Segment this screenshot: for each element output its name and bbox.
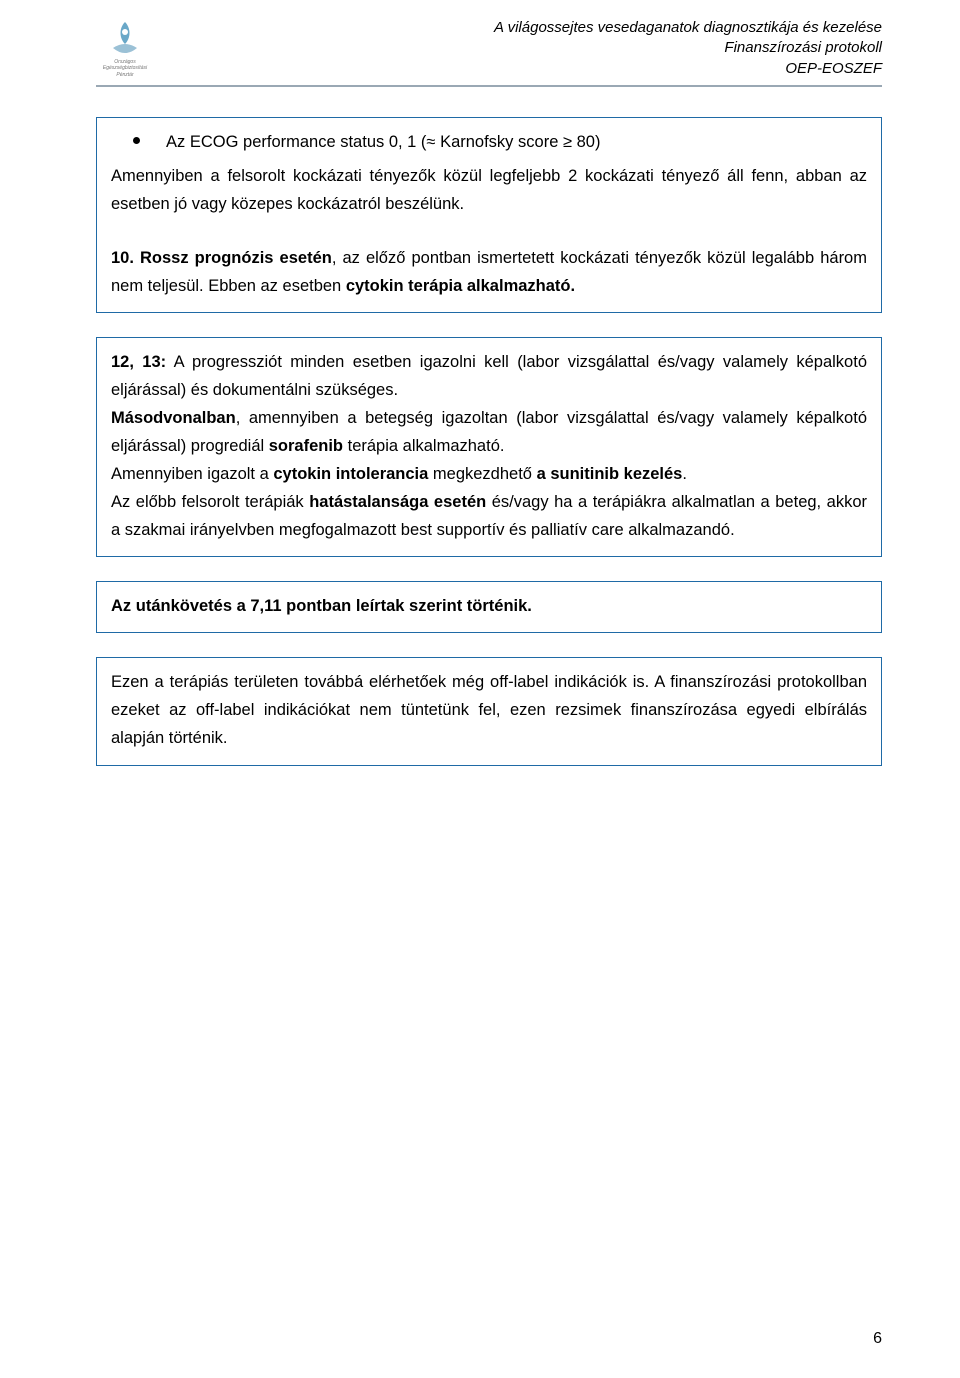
header-line-1: A világossejtes vesedaganatok diagnoszti… xyxy=(494,18,882,38)
box1-para1: Amennyiben a felsorolt kockázati tényező… xyxy=(111,162,867,218)
box2-p3: Amennyiben igazolt a cytokin intoleranci… xyxy=(111,460,867,488)
logo-icon xyxy=(105,18,145,58)
box2-p3-a: Amennyiben igazolt a xyxy=(111,465,273,483)
box-2: 12, 13: A progressziót minden esetben ig… xyxy=(96,337,882,557)
box2-p3-e: . xyxy=(682,465,687,483)
header-line-2: Finanszírozási protokoll xyxy=(494,38,882,58)
box2-p4-a: Az előbb felsorolt terápiák xyxy=(111,493,309,511)
page-number: 6 xyxy=(873,1330,882,1348)
box-4: Ezen a terápiás területen továbbá elérhe… xyxy=(96,657,882,765)
logo-label-2: Pénztár xyxy=(116,73,133,79)
box2-p2-c: sorafenib xyxy=(269,437,343,455)
logo-label-1: Országos Egészségbiztosítási xyxy=(96,60,154,71)
box2-p1: 12, 13: A progressziót minden esetben ig… xyxy=(111,348,867,404)
header-text: A világossejtes vesedaganatok diagnoszti… xyxy=(494,18,882,79)
box2-p2-a: Másodvonalban xyxy=(111,409,236,427)
box2-p3-d: a sunitinib kezelés xyxy=(537,465,683,483)
box2-p1-a: 12, 13: xyxy=(111,353,166,371)
logo: Országos Egészségbiztosítási Pénztár xyxy=(96,18,154,79)
box2-p2: Másodvonalban, amennyiben a betegség iga… xyxy=(111,404,867,460)
box1-bullet-text: Az ECOG performance status 0, 1 (≈ Karno… xyxy=(166,128,600,156)
box1-p2-a: 10. Rossz prognózis esetén xyxy=(111,249,332,267)
box-1: Az ECOG performance status 0, 1 (≈ Karno… xyxy=(96,117,882,313)
bullet-icon xyxy=(133,137,140,144)
box1-para2: 10. Rossz prognózis esetén, az előző pon… xyxy=(111,244,867,300)
header-line-3: OEP-EOSZEF xyxy=(494,59,882,79)
box1-p2-c: cytokin terápia alkalmazható. xyxy=(346,277,575,295)
box-3: Az utánkövetés a 7,11 pontban leírtak sz… xyxy=(96,581,882,633)
box2-p4: Az előbb felsorolt terápiák hatástalansá… xyxy=(111,488,867,544)
box2-p1-b: A progressziót minden esetben igazolni k… xyxy=(111,353,867,399)
box3-text: Az utánkövetés a 7,11 pontban leírtak sz… xyxy=(111,597,532,615)
box2-p3-c: megkezdhető xyxy=(428,465,536,483)
box2-p3-b: cytokin intolerancia xyxy=(273,465,428,483)
box2-p4-b: hatástalansága esetén xyxy=(309,493,486,511)
box4-s1: Ezen a terápiás területen továbbá elérhe… xyxy=(111,673,645,691)
page-header: Országos Egészségbiztosítási Pénztár A v… xyxy=(96,0,882,87)
box2-p2-d: terápia alkalmazható. xyxy=(343,437,504,455)
